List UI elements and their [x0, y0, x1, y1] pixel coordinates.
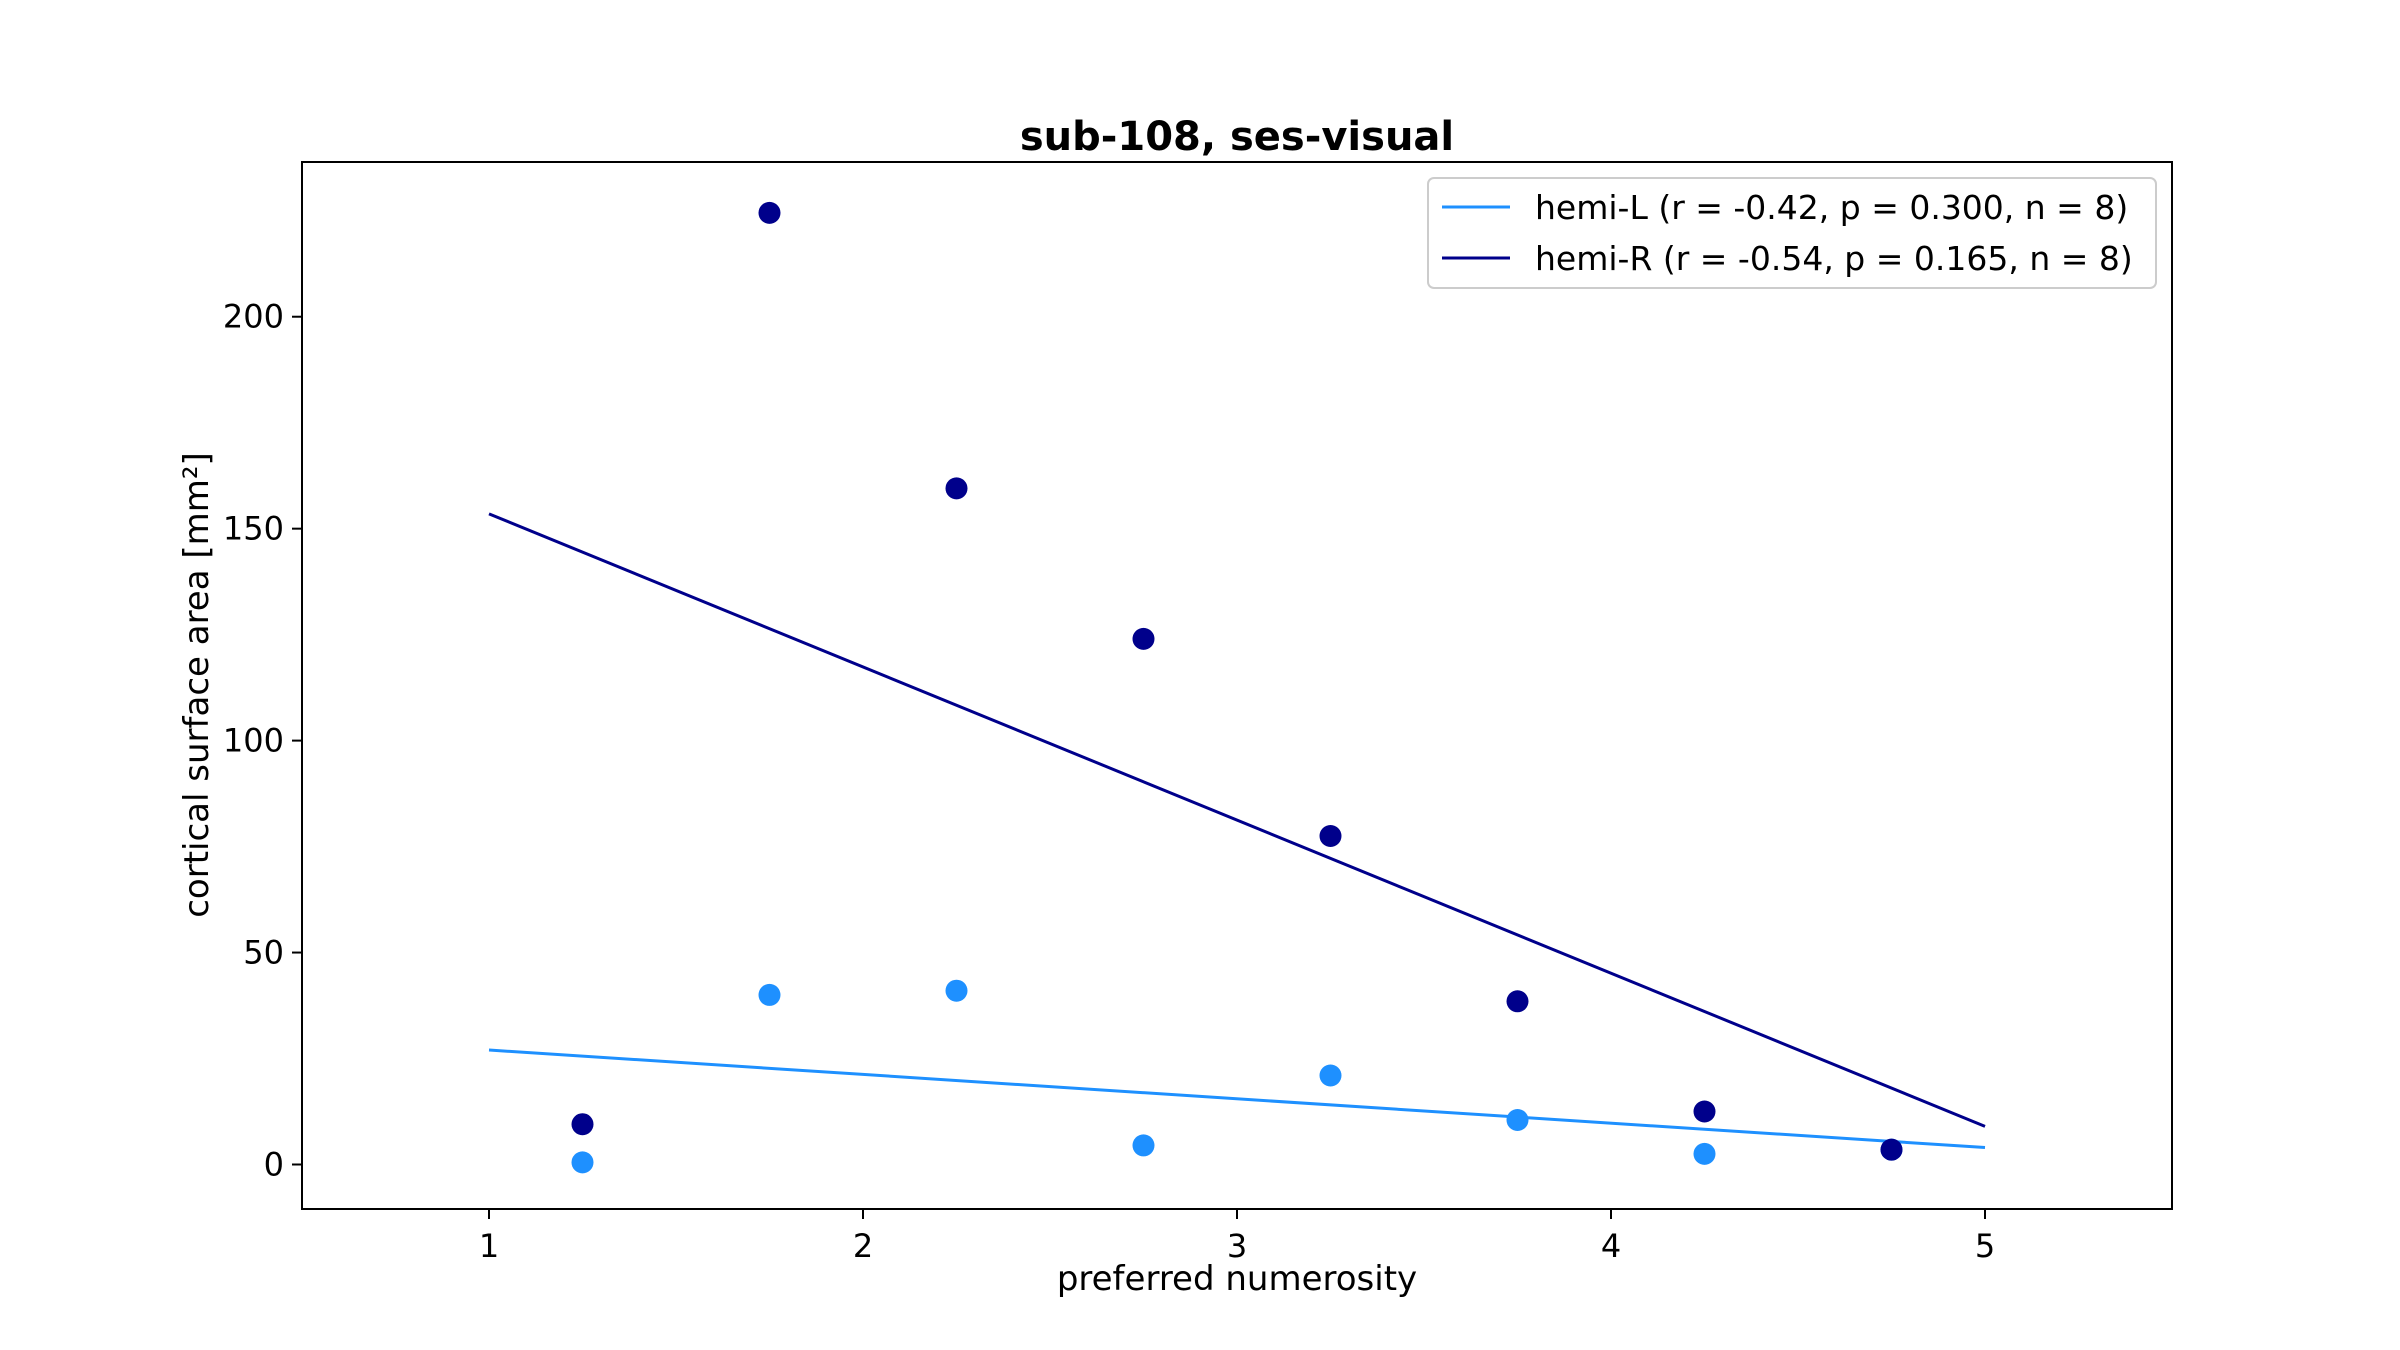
x-tick-label-0: 1	[479, 1227, 499, 1265]
x-tick-label-2: 3	[1227, 1227, 1247, 1265]
series-0-point-4	[1319, 1064, 1342, 1087]
series-0-point-6	[1693, 1142, 1716, 1165]
series-0	[488, 979, 1986, 1174]
series-0-point-3	[1132, 1134, 1155, 1157]
legend-box	[1427, 177, 2157, 289]
y-tick-label-1: 50	[243, 934, 284, 972]
y-axis-ticks: 0 50 100 150 200	[223, 298, 302, 1183]
series-1	[488, 201, 1986, 1161]
x-tick-label-3: 4	[1601, 1227, 1621, 1265]
series-1-fit-line	[488, 512, 1986, 1128]
x-axis-ticks: 1 2 3 4 5	[479, 1209, 1995, 1265]
plot-marks	[488, 201, 1986, 1174]
series-1-point-7	[1880, 1138, 1903, 1161]
series-1-point-4	[1319, 824, 1342, 847]
series-0-point-1	[758, 983, 781, 1006]
y-tick-label-4: 200	[223, 298, 284, 336]
legend: hemi-L (r = -0.42, p = 0.300, n = 8) hem…	[1427, 177, 2157, 289]
series-0-point-0	[571, 1151, 594, 1174]
x-axis-label: preferred numerosity	[1057, 1259, 1417, 1299]
series-0-point-2	[945, 979, 968, 1002]
x-tick-label-1: 2	[853, 1227, 873, 1265]
series-1-point-5	[1506, 990, 1529, 1013]
series-1-point-3	[1132, 627, 1155, 650]
y-tick-label-2: 100	[223, 722, 284, 760]
legend-label-hemi-l: hemi-L (r = -0.42, p = 0.300, n = 8)	[1535, 188, 2128, 227]
chart-title: sub-108, ses-visual	[1020, 114, 1454, 160]
series-0-point-5	[1506, 1108, 1529, 1131]
y-axis-label: cortical surface area [mm²]	[177, 452, 217, 918]
legend-label-hemi-r: hemi-R (r = -0.54, p = 0.165, n = 8)	[1535, 239, 2133, 278]
series-1-point-2	[945, 477, 968, 500]
series-1-point-6	[1693, 1100, 1716, 1123]
x-tick-label-4: 5	[1975, 1227, 1995, 1265]
series-1-point-0	[571, 1113, 594, 1136]
series-1-point-1	[758, 201, 781, 224]
y-tick-label-3: 150	[223, 510, 284, 548]
series-0-fit-line	[488, 1048, 1986, 1150]
y-tick-label-0: 0	[264, 1145, 284, 1183]
